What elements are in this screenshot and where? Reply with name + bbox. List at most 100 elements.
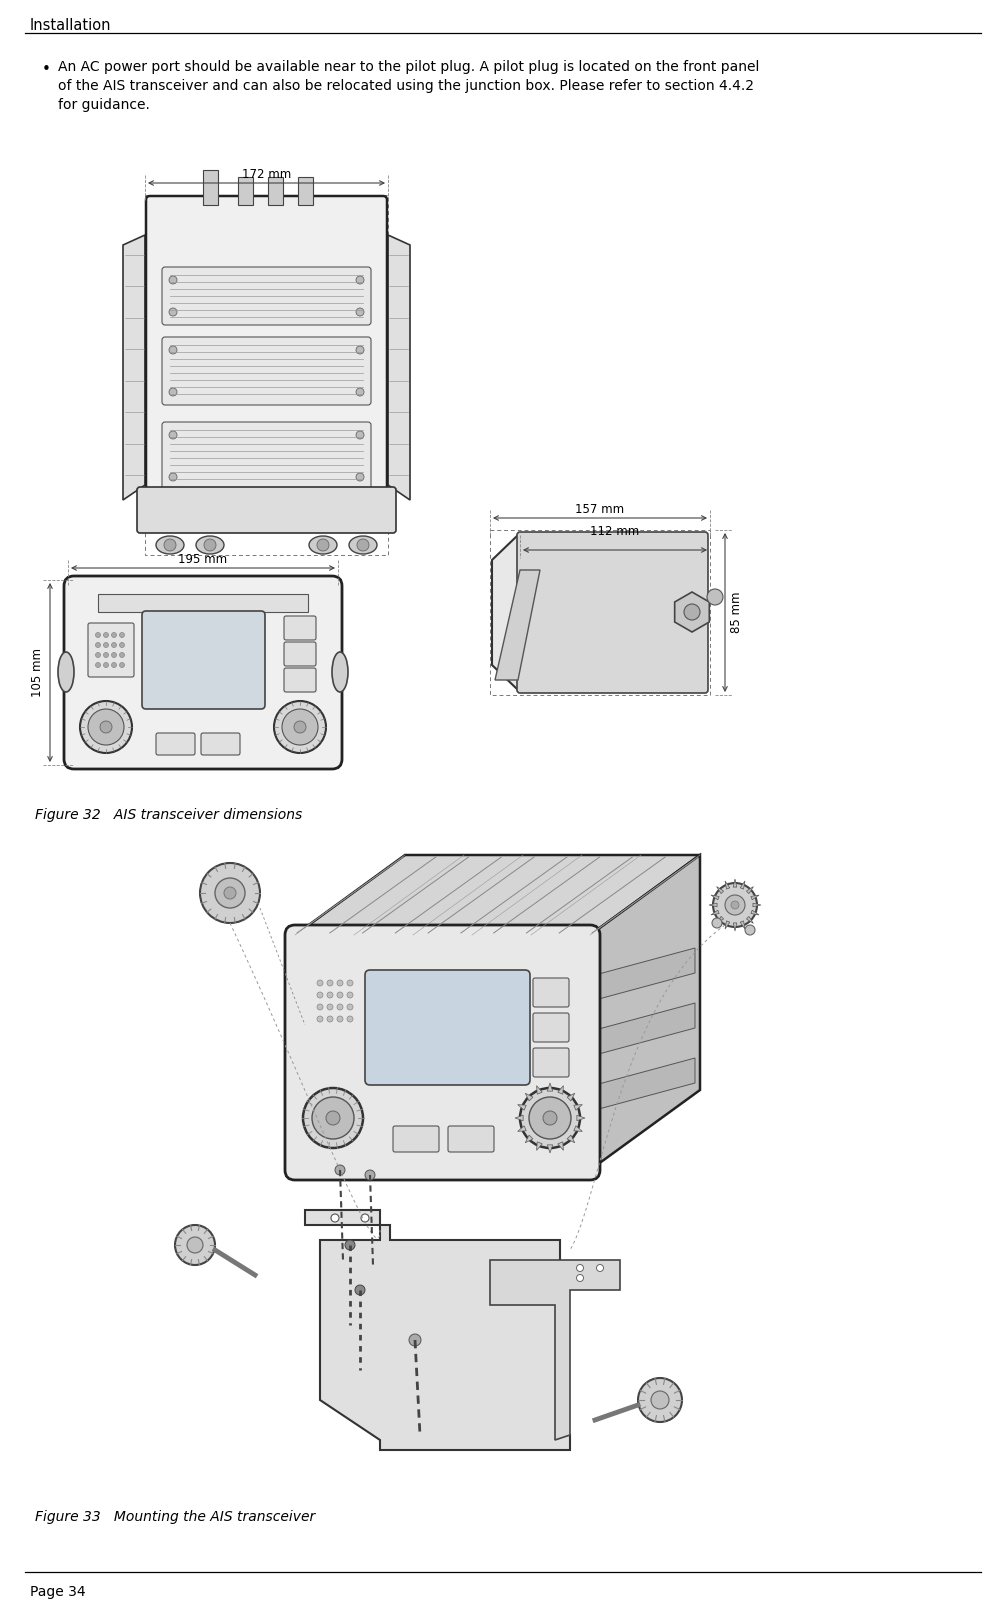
FancyBboxPatch shape bbox=[284, 616, 316, 640]
Ellipse shape bbox=[332, 651, 348, 692]
FancyBboxPatch shape bbox=[517, 532, 708, 693]
Circle shape bbox=[187, 1236, 203, 1252]
FancyBboxPatch shape bbox=[365, 970, 530, 1084]
Circle shape bbox=[120, 643, 125, 648]
Circle shape bbox=[80, 701, 132, 753]
Polygon shape bbox=[492, 535, 705, 690]
FancyBboxPatch shape bbox=[162, 267, 371, 325]
Circle shape bbox=[337, 992, 343, 999]
Circle shape bbox=[713, 882, 757, 928]
Circle shape bbox=[731, 902, 739, 908]
Text: Page 34: Page 34 bbox=[30, 1585, 86, 1598]
Polygon shape bbox=[746, 887, 753, 894]
Text: 105 mm: 105 mm bbox=[31, 648, 44, 696]
FancyBboxPatch shape bbox=[285, 924, 600, 1180]
Bar bbox=[145, 196, 388, 554]
Circle shape bbox=[356, 388, 364, 396]
Circle shape bbox=[112, 643, 117, 648]
Circle shape bbox=[335, 1165, 345, 1175]
Circle shape bbox=[204, 540, 216, 551]
Circle shape bbox=[356, 431, 364, 440]
FancyBboxPatch shape bbox=[448, 1126, 494, 1152]
Polygon shape bbox=[675, 591, 709, 632]
Circle shape bbox=[684, 604, 700, 621]
Circle shape bbox=[347, 979, 353, 986]
Polygon shape bbox=[725, 921, 729, 929]
Ellipse shape bbox=[349, 537, 377, 554]
Polygon shape bbox=[536, 1086, 542, 1094]
Circle shape bbox=[409, 1333, 421, 1346]
FancyBboxPatch shape bbox=[156, 734, 195, 755]
Circle shape bbox=[175, 1225, 215, 1265]
Text: Figure 33   Mounting the AIS transceiver: Figure 33 Mounting the AIS transceiver bbox=[35, 1509, 315, 1524]
Circle shape bbox=[96, 663, 101, 667]
Circle shape bbox=[169, 431, 177, 440]
Polygon shape bbox=[573, 1126, 582, 1131]
Circle shape bbox=[274, 701, 326, 753]
Circle shape bbox=[215, 877, 245, 908]
Polygon shape bbox=[388, 234, 410, 499]
Circle shape bbox=[104, 663, 109, 667]
Text: 112 mm: 112 mm bbox=[591, 525, 640, 538]
FancyBboxPatch shape bbox=[284, 667, 316, 692]
Bar bbox=[299, 178, 314, 205]
Circle shape bbox=[356, 309, 364, 317]
FancyBboxPatch shape bbox=[533, 1013, 569, 1042]
Polygon shape bbox=[725, 881, 729, 889]
Circle shape bbox=[294, 721, 306, 734]
Circle shape bbox=[356, 473, 364, 482]
Circle shape bbox=[347, 1016, 353, 1021]
FancyBboxPatch shape bbox=[533, 1049, 569, 1076]
Circle shape bbox=[543, 1112, 557, 1125]
Circle shape bbox=[327, 1016, 333, 1021]
Polygon shape bbox=[557, 1143, 563, 1151]
Text: 172 mm: 172 mm bbox=[241, 168, 291, 181]
FancyBboxPatch shape bbox=[142, 611, 265, 709]
Circle shape bbox=[169, 388, 177, 396]
Polygon shape bbox=[750, 895, 759, 900]
Circle shape bbox=[96, 632, 101, 637]
Circle shape bbox=[361, 1214, 369, 1222]
Circle shape bbox=[712, 918, 722, 928]
Circle shape bbox=[345, 1239, 355, 1251]
Bar bbox=[238, 178, 254, 205]
Polygon shape bbox=[716, 916, 723, 923]
Circle shape bbox=[576, 1264, 583, 1272]
Circle shape bbox=[169, 346, 177, 354]
Circle shape bbox=[347, 992, 353, 999]
FancyBboxPatch shape bbox=[88, 624, 134, 677]
Text: of the AIS transceiver and can also be relocated using the junction box. Please : of the AIS transceiver and can also be r… bbox=[58, 79, 754, 94]
Text: Installation: Installation bbox=[30, 18, 112, 32]
Polygon shape bbox=[536, 1143, 542, 1151]
Polygon shape bbox=[557, 1086, 563, 1094]
FancyBboxPatch shape bbox=[162, 338, 371, 406]
Polygon shape bbox=[740, 881, 745, 889]
Circle shape bbox=[104, 653, 109, 658]
FancyBboxPatch shape bbox=[393, 1126, 439, 1152]
Circle shape bbox=[169, 473, 177, 482]
Text: 195 mm: 195 mm bbox=[178, 553, 227, 566]
Circle shape bbox=[317, 979, 323, 986]
Circle shape bbox=[529, 1097, 571, 1139]
Polygon shape bbox=[305, 1210, 570, 1450]
Circle shape bbox=[638, 1378, 682, 1422]
Circle shape bbox=[327, 979, 333, 986]
Circle shape bbox=[337, 979, 343, 986]
Polygon shape bbox=[595, 1004, 695, 1055]
Circle shape bbox=[96, 643, 101, 648]
Circle shape bbox=[112, 653, 117, 658]
Circle shape bbox=[355, 1285, 365, 1294]
Polygon shape bbox=[295, 855, 700, 936]
Circle shape bbox=[520, 1088, 580, 1147]
Circle shape bbox=[303, 1088, 363, 1147]
Polygon shape bbox=[518, 1126, 526, 1131]
Circle shape bbox=[576, 1275, 583, 1281]
Polygon shape bbox=[711, 910, 719, 915]
Circle shape bbox=[597, 1264, 604, 1272]
Polygon shape bbox=[746, 916, 753, 923]
FancyBboxPatch shape bbox=[137, 486, 396, 533]
Circle shape bbox=[317, 1016, 323, 1021]
Circle shape bbox=[326, 1112, 340, 1125]
Polygon shape bbox=[567, 1094, 574, 1100]
FancyBboxPatch shape bbox=[533, 978, 569, 1007]
